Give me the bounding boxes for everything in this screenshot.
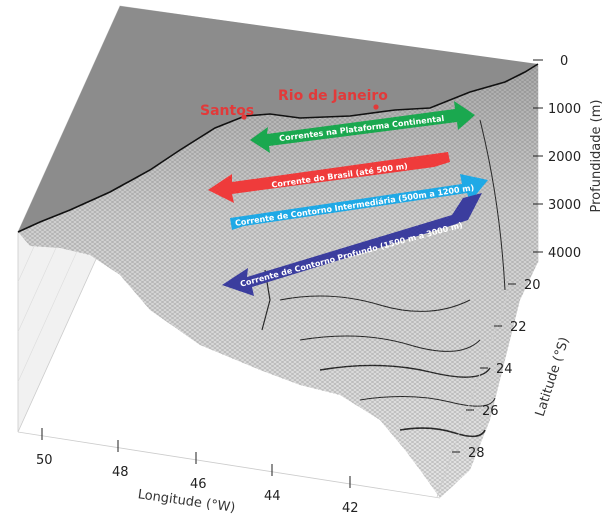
longitude-tick-label: 50 [36, 453, 53, 468]
rio-de-janeiro-label: Rio de Janeiro [278, 88, 388, 104]
bathymetry-surface [17, 6, 539, 498]
brazil-arrow-shape [208, 152, 450, 203]
coastline [17, 63, 539, 233]
depth-tick-label: 0 [560, 54, 568, 69]
santos-label: Santos [200, 103, 254, 119]
intermediate-arrow-shape [230, 174, 488, 230]
latitude-tick-label: 22 [510, 320, 527, 335]
latitude-axis-label: Latitude (°S) [533, 335, 573, 418]
depth-axis: 0 1000 2000 3000 4000 Profundidade (m) [533, 54, 604, 261]
deep-arrow-shape [222, 193, 482, 296]
depth-axis-label: Profundidade (m) [589, 100, 604, 213]
latitude-tick-label: 24 [496, 362, 513, 377]
santos-marker [241, 114, 247, 120]
rio-marker [373, 104, 379, 110]
longitude-axis: 50 48 46 44 42 Longitude (°W) [36, 428, 359, 516]
longitude-axis-label: Longitude (°W) [137, 487, 236, 516]
longitude-tick-label: 42 [342, 501, 359, 516]
depth-tick-label: 3000 [548, 198, 581, 213]
latitude-ticks [452, 283, 516, 453]
depth-ticks [533, 59, 543, 253]
box-edge [17, 431, 441, 499]
latitude-axis-line [436, 281, 513, 498]
latitude-tick-label: 26 [482, 404, 499, 419]
city-markers: Santos Rio de Janeiro [200, 88, 388, 120]
latitude-tick-label: 20 [524, 278, 541, 293]
depth-tick-label: 2000 [548, 150, 581, 165]
depth-tick-label: 1000 [548, 102, 581, 117]
shelf-arrow-shape [250, 101, 475, 153]
land-surface [18, 6, 538, 232]
longitude-ticks [41, 428, 351, 488]
depth-tick-label: 4000 [548, 246, 581, 261]
mesh-overlay [18, 64, 538, 498]
longitude-tick-label: 44 [264, 489, 281, 504]
longitude-tick-label: 46 [190, 477, 207, 492]
latitude-tick-label: 28 [468, 446, 485, 461]
longitude-tick-label: 48 [112, 465, 129, 480]
